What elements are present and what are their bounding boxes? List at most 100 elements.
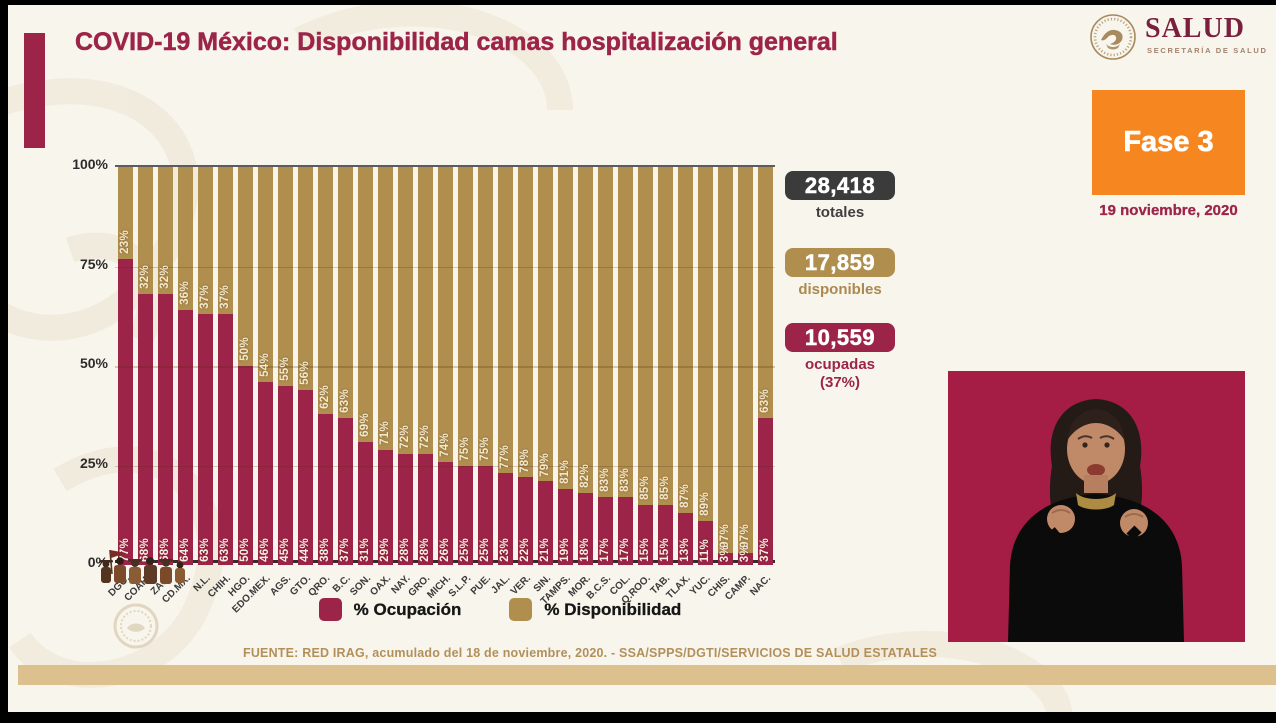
ocupacion-value-label: 25% <box>479 538 491 562</box>
segment-ocupacion <box>737 553 753 565</box>
bar-NAC.: 63% 37% <box>755 167 775 565</box>
segment-disponibilidad <box>457 167 473 466</box>
bar-COAH.: 32% 68% <box>135 167 155 565</box>
disponibilidad-value-label: 62% <box>319 384 331 409</box>
segment-ocupacion <box>637 505 653 565</box>
ocupacion-value-label: 46% <box>259 538 271 562</box>
ocupacion-value-label: 50% <box>239 538 251 562</box>
bar-TLAX.: 87% 13% <box>675 167 695 565</box>
chart-plot-area: 23% 77% 32% 68% 32% 68% 36% 64% 37% 63% 37% 63% 50% 5… <box>115 167 775 565</box>
disponibilidad-value-label: 23% <box>119 229 131 254</box>
gridline-25 <box>115 465 775 467</box>
bar-GRO.: 72% 28% <box>415 167 435 565</box>
ocupacion-value-label: 28% <box>419 538 431 562</box>
ocupacion-value-label: 17% <box>599 538 611 562</box>
disponibilidad-value-label: 74% <box>439 432 451 457</box>
segment-ocupacion <box>237 366 253 565</box>
segment-ocupacion <box>657 505 673 565</box>
segment-ocupacion <box>717 553 733 565</box>
disponibilidad-value-label: 82% <box>579 464 591 489</box>
segment-disponibilidad <box>137 167 153 295</box>
segment-ocupacion <box>457 465 473 565</box>
disponibilidad-value-label: 32% <box>139 265 151 290</box>
ocupacion-swatch-icon <box>318 598 342 621</box>
gridline-75 <box>115 266 775 268</box>
segment-ocupacion <box>137 294 153 565</box>
legend-label-ocupacion: % Ocupación <box>353 599 462 619</box>
legend-label-disponibilidad: % Disponibilidad <box>544 599 682 619</box>
chart-legend: % Ocupación % Disponibilidad <box>190 598 810 621</box>
segment-disponibilidad <box>537 167 553 482</box>
segment-ocupacion <box>417 453 433 565</box>
bar-CAMP.: 97% 3% <box>735 167 755 565</box>
ocupacion-value-label: 17% <box>619 538 631 562</box>
segment-ocupacion <box>577 493 593 565</box>
segment-ocupacion <box>597 497 613 565</box>
bar-OAX.: 71% 29% <box>375 167 395 565</box>
segment-disponibilidad <box>657 167 673 506</box>
segment-ocupacion <box>297 389 313 565</box>
segment-disponibilidad <box>297 167 313 390</box>
bottom-gold-band <box>18 665 1280 685</box>
ocupacion-value-label: 11% <box>699 538 711 562</box>
stat-available-beds: 17,859 <box>785 248 895 277</box>
bar-MICH.: 74% 26% <box>435 167 455 565</box>
y-tick-0%: 0% <box>87 554 108 570</box>
ocupacion-value-label: 31% <box>359 538 371 562</box>
bar-N.L.: 37% 63% <box>195 167 215 565</box>
y-axis-labels: 100% 75% 50% 25% 0% <box>40 156 108 570</box>
disponibilidad-value-label: 72% <box>399 424 411 449</box>
disponibilidad-value-label: 89% <box>699 492 711 517</box>
frame-edge-right <box>1276 0 1280 723</box>
bar-CHIS.: 97% 3% <box>715 167 735 565</box>
bar-COL.: 83% 17% <box>615 167 635 565</box>
ocupacion-value-label: 44% <box>299 538 311 562</box>
segment-ocupacion <box>357 441 373 565</box>
bar-YUC.: 89% 11% <box>695 167 715 565</box>
source-attribution: FUENTE: RED IRAG, acumulado del 18 de no… <box>242 646 937 660</box>
segment-ocupacion <box>617 497 633 565</box>
bar-HGO.: 50% 50% <box>235 167 255 565</box>
segment-ocupacion <box>257 381 273 565</box>
ocupacion-value-label: 37% <box>759 538 771 562</box>
segment-ocupacion <box>217 314 233 565</box>
disponibilidad-value-label: 37% <box>199 285 211 310</box>
bar-MOR.: 82% 18% <box>575 167 595 565</box>
segment-ocupacion <box>177 310 193 565</box>
segment-ocupacion <box>517 477 533 565</box>
y-tick-50%: 50% <box>79 355 108 371</box>
phase-badge: Fase 3 <box>1092 90 1245 195</box>
frame-edge-bottom <box>0 712 1280 723</box>
segment-disponibilidad <box>237 167 253 366</box>
segment-disponibilidad <box>357 167 373 442</box>
disponibilidad-value-label: 85% <box>639 476 651 501</box>
disponibilidad-value-label: 87% <box>679 484 691 509</box>
disponibilidad-value-label: 37% <box>219 285 231 310</box>
title-accent-bar <box>24 33 45 148</box>
bar-SON.: 69% 31% <box>355 167 375 565</box>
legend-item-ocupacion: % Ocupación <box>318 598 462 621</box>
segment-ocupacion <box>677 513 693 565</box>
disponibilidad-value-label: 83% <box>619 468 631 493</box>
segment-ocupacion <box>157 294 173 565</box>
segment-ocupacion <box>197 314 213 565</box>
disponibilidad-value-label: 63% <box>339 388 351 413</box>
segment-ocupacion <box>337 417 353 565</box>
stat-occupied-percent: (37%) <box>819 374 860 391</box>
stat-occupied-label: ocupadas <box>804 356 876 373</box>
disponibilidad-value-label: 77% <box>499 444 511 469</box>
logo-subtitle: SECRETARÍA DE SALUD <box>1147 46 1268 55</box>
segment-ocupacion <box>437 461 453 565</box>
ocupacion-value-label: 26% <box>439 538 451 562</box>
segment-disponibilidad <box>177 167 193 311</box>
disponibilidad-value-label: 56% <box>299 360 311 385</box>
segment-disponibilidad <box>717 167 733 554</box>
disponibilidad-value-label: 50% <box>239 337 251 361</box>
segment-ocupacion <box>537 481 553 565</box>
bar-SIN.: 79% 21% <box>535 167 555 565</box>
segment-disponibilidad <box>597 167 613 498</box>
disponibilidad-value-label: 36% <box>179 281 191 306</box>
segment-ocupacion <box>117 258 133 565</box>
segment-disponibilidad <box>277 167 293 386</box>
